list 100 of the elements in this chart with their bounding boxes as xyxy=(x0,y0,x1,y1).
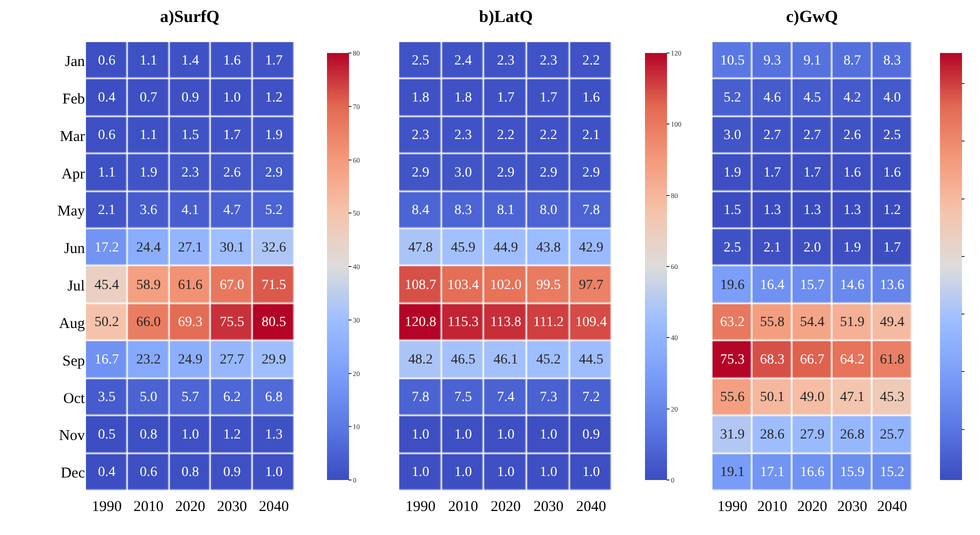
data-label: 1.0 xyxy=(540,427,558,442)
data-label: 55.8 xyxy=(760,315,785,330)
data-label: 8.7 xyxy=(843,53,861,68)
data-label: 64.2 xyxy=(840,352,864,368)
data-label: 108.7 xyxy=(404,278,436,293)
data-label: 75.5 xyxy=(220,315,244,330)
data-label: 1.8 xyxy=(412,90,430,106)
data-label: 61.6 xyxy=(178,278,203,293)
data-label: 0.5 xyxy=(98,427,116,442)
data-label: 1.1 xyxy=(98,166,116,181)
data-label: 16.6 xyxy=(800,464,825,480)
data-label: 8.0 xyxy=(540,202,558,218)
data-label: 1.9 xyxy=(265,128,283,144)
data-label: 0.9 xyxy=(223,464,241,480)
data-label: 1.0 xyxy=(540,464,558,480)
x-tick-label: 2030 xyxy=(533,499,564,516)
data-label: 4.5 xyxy=(804,90,822,106)
data-label: 1.2 xyxy=(883,202,901,218)
y-tick-label: Nov xyxy=(59,428,86,444)
data-label: 1.5 xyxy=(182,128,200,144)
data-label: 5.0 xyxy=(140,390,158,405)
data-label: 109.4 xyxy=(575,315,607,330)
data-label: 46.1 xyxy=(494,352,518,368)
data-label: 44.5 xyxy=(578,352,604,368)
y-tick-label: Dec xyxy=(60,466,86,482)
chart-title: c)GwQ xyxy=(786,7,838,26)
data-label: 2.9 xyxy=(497,166,515,181)
data-label: 0.8 xyxy=(140,427,158,442)
data-label: 45.2 xyxy=(536,352,561,368)
data-label: 0.6 xyxy=(140,464,158,480)
x-tick-label: 2010 xyxy=(757,499,788,516)
data-label: 1.0 xyxy=(582,464,600,480)
data-label: 14.6 xyxy=(840,278,864,293)
data-label: 1.7 xyxy=(223,128,241,144)
data-label: 1.5 xyxy=(724,202,742,218)
data-label: 5.2 xyxy=(265,202,283,218)
data-label: 15.2 xyxy=(880,464,904,480)
data-label: 30.1 xyxy=(220,240,244,256)
data-label: 49.4 xyxy=(880,315,904,330)
data-label: 44.9 xyxy=(494,240,518,256)
data-label: 27.7 xyxy=(220,352,244,368)
data-label: 99.5 xyxy=(536,278,561,293)
data-label: 1.0 xyxy=(412,427,430,442)
data-label: 55.6 xyxy=(720,390,745,405)
data-label: 45.9 xyxy=(450,240,476,256)
data-label: 6.2 xyxy=(223,390,241,405)
x-tick-label: 2040 xyxy=(258,499,289,516)
data-label: 7.8 xyxy=(412,390,430,405)
chart-title: b)LatQ xyxy=(479,7,533,26)
data-label: 1.0 xyxy=(454,464,472,480)
data-label: 8.3 xyxy=(454,202,472,218)
data-label: 1.0 xyxy=(182,427,200,442)
data-label: 71.5 xyxy=(262,278,286,293)
data-label: 7.3 xyxy=(540,390,558,405)
data-label: 9.1 xyxy=(804,53,822,68)
data-label: 1.7 xyxy=(497,90,515,106)
data-label: 45.4 xyxy=(94,278,119,293)
y-tick-label: Mar xyxy=(60,128,85,145)
data-label: 3.0 xyxy=(454,166,472,181)
data-label: 1.6 xyxy=(223,53,241,68)
data-label: 2.3 xyxy=(540,53,558,68)
data-label: 1.9 xyxy=(843,240,861,256)
x-tick-label: 1990 xyxy=(717,499,748,516)
data-label: 29.9 xyxy=(262,352,286,368)
data-label: 25.7 xyxy=(880,427,904,442)
data-label: 2.5 xyxy=(412,53,430,68)
data-label: 1.0 xyxy=(223,90,241,106)
data-label: 13.6 xyxy=(880,278,904,293)
data-label: 2.2 xyxy=(582,53,600,68)
x-tick-label: 2010 xyxy=(448,499,478,516)
x-tick-label: 2040 xyxy=(576,499,606,516)
data-label: 2.2 xyxy=(540,128,558,144)
y-tick-label: Apr xyxy=(62,166,85,182)
chart-title: a)SurfQ xyxy=(160,7,220,26)
data-label: 1.3 xyxy=(804,202,822,218)
data-label: 17.2 xyxy=(94,240,119,256)
data-label: 0.6 xyxy=(98,128,116,144)
data-label: 24.9 xyxy=(178,352,203,368)
data-label: 1.9 xyxy=(724,166,742,181)
data-label: 2.2 xyxy=(497,128,515,144)
data-label: 32.6 xyxy=(262,240,286,256)
x-tick-label: 2020 xyxy=(797,499,828,516)
data-label: 1.3 xyxy=(265,427,283,442)
data-label: 27.9 xyxy=(800,427,825,442)
data-label: 2.1 xyxy=(98,202,116,218)
data-label: 1.1 xyxy=(140,53,158,68)
data-label: 69.3 xyxy=(178,315,203,330)
y-tick-label: Aug xyxy=(59,316,86,332)
data-label: 54.4 xyxy=(800,315,825,330)
data-label: 8.4 xyxy=(412,202,430,218)
data-label: 1.3 xyxy=(843,202,861,218)
data-label: 47.1 xyxy=(840,390,864,405)
data-label: 2.9 xyxy=(582,166,600,181)
data-label: 1.8 xyxy=(454,90,472,106)
data-label: 50.2 xyxy=(94,315,119,330)
data-label: 24.4 xyxy=(136,240,161,256)
data-label: 0.9 xyxy=(182,90,200,106)
data-label: 75.3 xyxy=(720,352,745,368)
y-tick-label: Jun xyxy=(64,241,86,258)
data-label: 0.4 xyxy=(98,90,116,106)
